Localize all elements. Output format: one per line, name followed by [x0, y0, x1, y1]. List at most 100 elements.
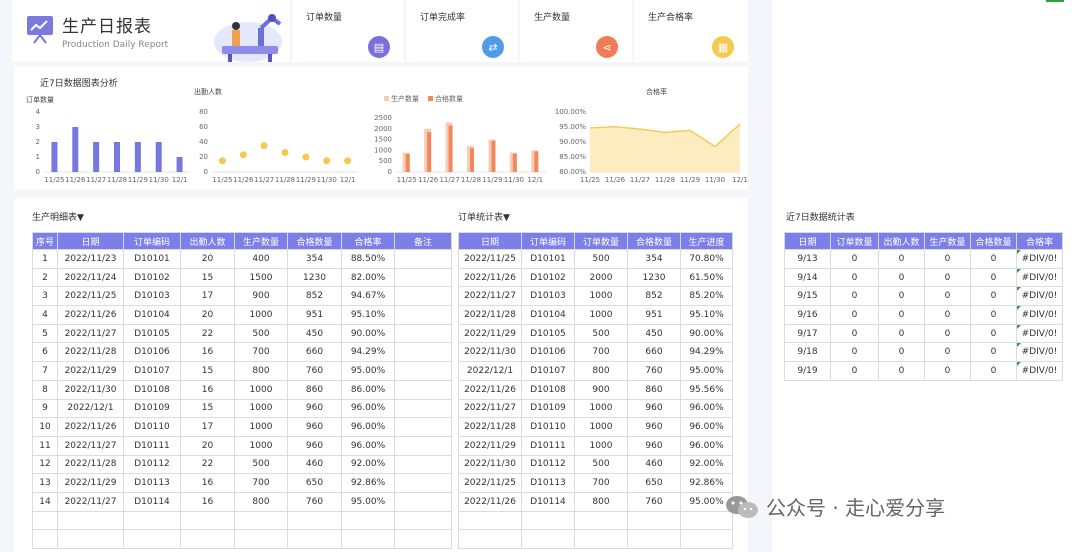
table-cell[interactable]: 500: [234, 454, 288, 475]
table-cell[interactable]: D10106: [521, 342, 575, 363]
table-cell[interactable]: 2022/11/26: [458, 267, 522, 288]
table-cell[interactable]: 95.00%: [680, 361, 733, 381]
table-cell[interactable]: D10112: [123, 454, 181, 475]
table-cell[interactable]: 951: [627, 305, 681, 325]
table-cell[interactable]: 354: [287, 249, 342, 269]
table-cell[interactable]: 96.00%: [680, 398, 733, 419]
table-cell[interactable]: 2022/11/27: [57, 435, 124, 456]
table-cell[interactable]: 96.00%: [341, 417, 395, 437]
table-cell[interactable]: D10108: [123, 379, 181, 400]
table-cell[interactable]: 660: [287, 342, 342, 363]
table-cell[interactable]: 852: [627, 286, 681, 307]
table-cell[interactable]: #DIV/0!: [1016, 361, 1063, 381]
table-cell[interactable]: 95.00%: [680, 491, 733, 512]
table-cell[interactable]: 0: [830, 305, 879, 325]
table-cell[interactable]: 0: [970, 323, 1017, 344]
table-cell[interactable]: 88.50%: [341, 249, 395, 269]
column-header[interactable]: 合格率: [341, 232, 395, 250]
table-cell[interactable]: 2022/11/30: [458, 342, 522, 363]
column-header[interactable]: 备注: [394, 232, 452, 250]
table-cell[interactable]: 0: [878, 323, 925, 344]
table-cell[interactable]: 14: [32, 491, 58, 512]
table-cell[interactable]: 94.29%: [680, 342, 733, 363]
table-cell[interactable]: 4: [32, 305, 58, 325]
table-cell[interactable]: 2022/12/1: [57, 398, 124, 419]
table-cell[interactable]: [680, 529, 733, 549]
table-cell[interactable]: 7: [32, 361, 58, 381]
table-cell[interactable]: D10104: [123, 305, 181, 325]
table-cell[interactable]: 0: [924, 323, 971, 344]
column-header[interactable]: 订单数量: [574, 232, 628, 250]
table-cell[interactable]: 760: [287, 361, 342, 381]
column-header[interactable]: 合格率: [1016, 232, 1063, 250]
table-cell[interactable]: 0: [878, 361, 925, 381]
table-cell[interactable]: [394, 323, 452, 344]
column-header[interactable]: 合格数量: [287, 232, 342, 250]
table-cell[interactable]: 960: [627, 398, 681, 419]
table-cell[interactable]: #DIV/0!: [1016, 305, 1063, 325]
table-cell[interactable]: 760: [627, 361, 681, 381]
table-cell[interactable]: [32, 510, 58, 531]
table-cell[interactable]: 700: [574, 342, 628, 363]
table-cell[interactable]: D10101: [123, 249, 181, 269]
table-cell[interactable]: D10114: [123, 491, 181, 512]
table-cell[interactable]: 0: [970, 249, 1017, 269]
table-cell[interactable]: #DIV/0!: [1016, 249, 1063, 269]
table-cell[interactable]: 650: [287, 473, 342, 493]
table-cell[interactable]: #DIV/0!: [1016, 286, 1063, 307]
table-cell[interactable]: 17: [180, 417, 235, 437]
table-cell[interactable]: [574, 529, 628, 549]
table-cell[interactable]: 15: [180, 267, 235, 288]
column-header[interactable]: 日期: [458, 232, 522, 250]
table-cell[interactable]: 2000: [574, 267, 628, 288]
table-cell[interactable]: [680, 510, 733, 531]
table-cell[interactable]: 0: [924, 286, 971, 307]
table-cell[interactable]: 0: [878, 305, 925, 325]
table-cell[interactable]: 1000: [234, 435, 288, 456]
table-cell[interactable]: D10103: [521, 286, 575, 307]
table-cell[interactable]: 500: [574, 454, 628, 475]
table-cell[interactable]: [180, 529, 235, 549]
table-cell[interactable]: 20: [180, 249, 235, 269]
table-cell[interactable]: 92.00%: [341, 454, 395, 475]
table-cell[interactable]: 17: [180, 286, 235, 307]
table-cell[interactable]: [180, 510, 235, 531]
table-cell[interactable]: 9/13: [784, 249, 831, 269]
column-header[interactable]: 订单编码: [123, 232, 181, 250]
table-cell[interactable]: 0: [970, 361, 1017, 381]
table-cell[interactable]: 650: [627, 473, 681, 493]
table-cell[interactable]: D10114: [521, 491, 575, 512]
table-cell[interactable]: 900: [574, 379, 628, 400]
table-cell[interactable]: 16: [180, 379, 235, 400]
table-cell[interactable]: 82.00%: [341, 267, 395, 288]
table-cell[interactable]: 400: [234, 249, 288, 269]
table-cell[interactable]: 0: [970, 286, 1017, 307]
column-header[interactable]: 生产进度: [680, 232, 733, 250]
table-cell[interactable]: 16: [180, 473, 235, 493]
table-cell[interactable]: [394, 491, 452, 512]
table-cell[interactable]: 1500: [234, 267, 288, 288]
table-cell[interactable]: D10111: [521, 435, 575, 456]
table-cell[interactable]: 2022/11/27: [458, 398, 522, 419]
table-cell[interactable]: D10110: [521, 417, 575, 437]
table-cell[interactable]: 3: [32, 286, 58, 307]
table-cell[interactable]: 16: [180, 491, 235, 512]
table-cell[interactable]: 2022/11/28: [458, 417, 522, 437]
table-cell[interactable]: 11: [32, 435, 58, 456]
table-cell[interactable]: 2022/11/24: [57, 267, 124, 288]
table-cell[interactable]: 0: [830, 361, 879, 381]
table-cell[interactable]: 2022/11/25: [458, 473, 522, 493]
table-cell[interactable]: 2022/11/30: [458, 454, 522, 475]
table-cell[interactable]: 760: [287, 491, 342, 512]
table-cell[interactable]: [123, 510, 181, 531]
table-cell[interactable]: [287, 529, 342, 549]
table-cell[interactable]: 10: [32, 417, 58, 437]
table-cell[interactable]: [123, 529, 181, 549]
table-cell[interactable]: D10110: [123, 417, 181, 437]
table-cell[interactable]: 500: [574, 323, 628, 344]
table-cell[interactable]: 95.10%: [680, 305, 733, 325]
table-cell[interactable]: 960: [287, 398, 342, 419]
table-cell[interactable]: 700: [234, 473, 288, 493]
table-cell[interactable]: #DIV/0!: [1016, 267, 1063, 288]
table-cell[interactable]: 2: [32, 267, 58, 288]
